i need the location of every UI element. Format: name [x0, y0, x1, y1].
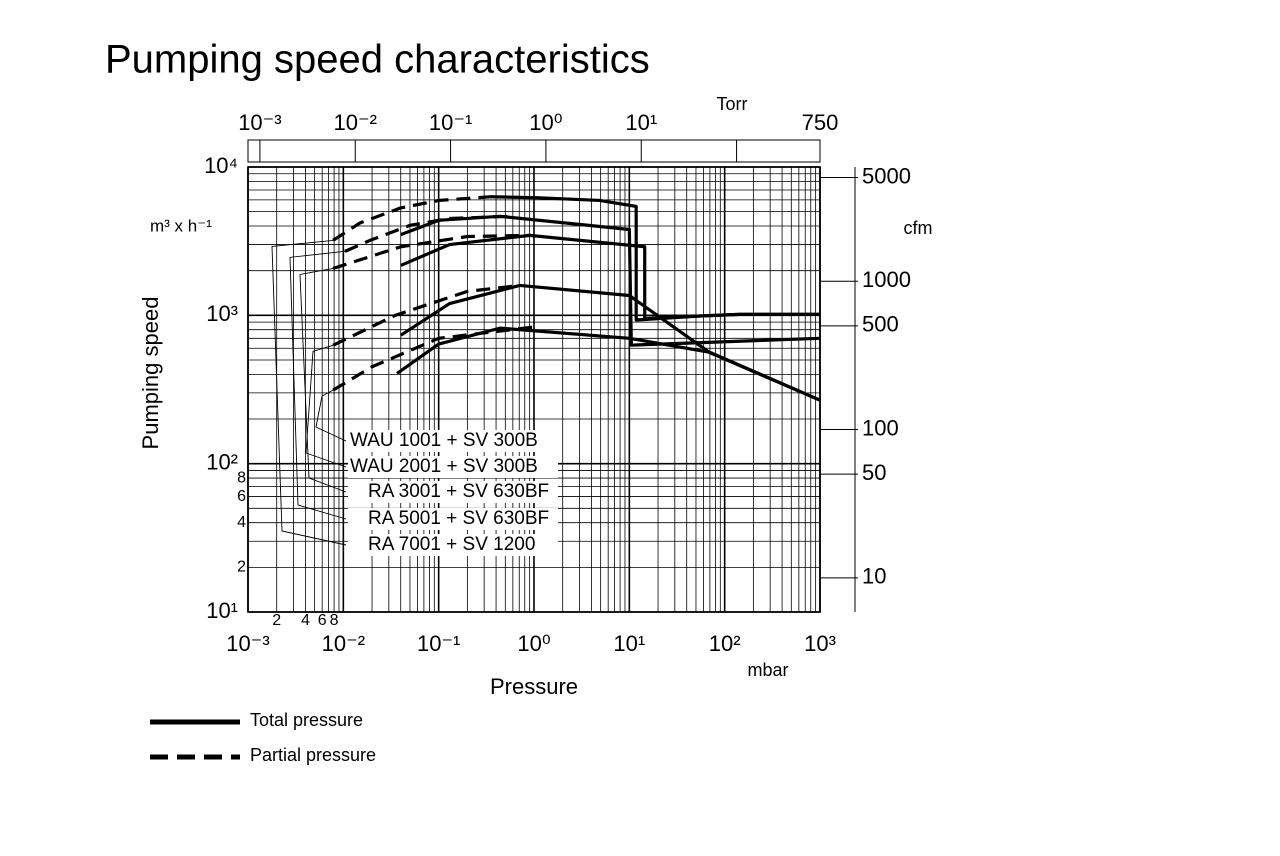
y-tick-label: 10⁴: [204, 153, 238, 178]
x-tick-label: 10¹: [613, 631, 645, 656]
x2-tick-label: 750: [802, 110, 839, 135]
leader-line: [315, 389, 347, 442]
label-bg: [348, 430, 558, 452]
y2-unit: cfm: [904, 218, 933, 238]
x-tick-label: 10⁻¹: [417, 631, 460, 656]
x-tick-label: 10²: [709, 631, 741, 656]
legend-label: Total pressure: [250, 710, 363, 730]
partial-pressure-line: [344, 214, 511, 253]
series-label: RA 3001 + SV 630BF: [368, 481, 549, 502]
label-bg: [348, 534, 558, 556]
y2-tick-label: 500: [862, 312, 899, 337]
plot-frame: [247, 166, 821, 613]
leader-line: [289, 250, 347, 520]
series-label: WAU 2001 + SV 300B: [350, 456, 538, 477]
partial-pressure-line: [332, 233, 530, 270]
partial-pressure-line: [332, 195, 491, 242]
total-pressure-line: [400, 214, 821, 347]
y-tick-label: 10²: [206, 449, 238, 474]
total-pressure-line: [399, 283, 821, 402]
x2-tick-label: 10⁻³: [238, 110, 281, 135]
y-unit: m³ x h⁻¹: [150, 216, 212, 235]
x2-tick-label: 10¹: [625, 110, 657, 135]
leader-line: [299, 268, 347, 493]
y2-tick-label: 10: [862, 564, 886, 589]
y2-tick-label: 50: [862, 460, 886, 485]
chart-title: Pumping speed characteristics: [105, 38, 650, 82]
series-label: WAU 1001 + SV 300B: [350, 430, 538, 451]
y-tick-label: 8: [237, 469, 246, 486]
series-label: RA 7001 + SV 1200: [368, 534, 535, 555]
y-tick-label: 10¹: [206, 598, 238, 623]
x-unit: mbar: [747, 660, 788, 680]
x2-tick-label: 10⁻¹: [429, 110, 472, 135]
series-label: RA 5001 + SV 630BF: [368, 508, 549, 529]
y2-tick-label: 1000: [862, 267, 911, 292]
leader-line: [305, 344, 347, 468]
y-tick-label: 6: [237, 488, 246, 505]
partial-pressure-line: [332, 283, 520, 347]
leader-line: [271, 239, 347, 546]
x-tick-label: 4: [301, 612, 310, 629]
total-pressure-line: [490, 195, 820, 322]
x-tick-label: 6: [318, 612, 327, 629]
y-axis-label: Pumping speed: [138, 297, 163, 450]
label-bg: [348, 456, 558, 478]
x-tick-label: 2: [272, 612, 281, 629]
x2-unit: Torr: [717, 94, 748, 114]
x-tick-label: 10⁰: [517, 631, 550, 656]
y2-tick-label: 100: [862, 415, 899, 440]
total-pressure-line: [400, 233, 820, 320]
label-bg: [348, 481, 558, 503]
x-tick-label: 10⁻²: [322, 631, 365, 656]
y-tick-label: 2: [237, 559, 246, 576]
x-axis-label: Pressure: [490, 674, 578, 699]
x2-tick-label: 10⁰: [529, 110, 562, 135]
x-tick-label: 8: [330, 612, 339, 629]
x2-axis-box: [247, 139, 821, 163]
x-tick-label: 10³: [804, 631, 836, 656]
x-tick-label: 10⁻³: [226, 631, 269, 656]
partial-pressure-line: [332, 324, 540, 392]
x2-tick-label: 10⁻²: [334, 110, 377, 135]
y-tick-label: 10³: [206, 301, 238, 326]
y2-tick-label: 5000: [862, 163, 911, 188]
label-bg: [348, 508, 558, 530]
legend-label: Partial pressure: [250, 745, 376, 765]
y-tick-label: 4: [237, 514, 246, 531]
